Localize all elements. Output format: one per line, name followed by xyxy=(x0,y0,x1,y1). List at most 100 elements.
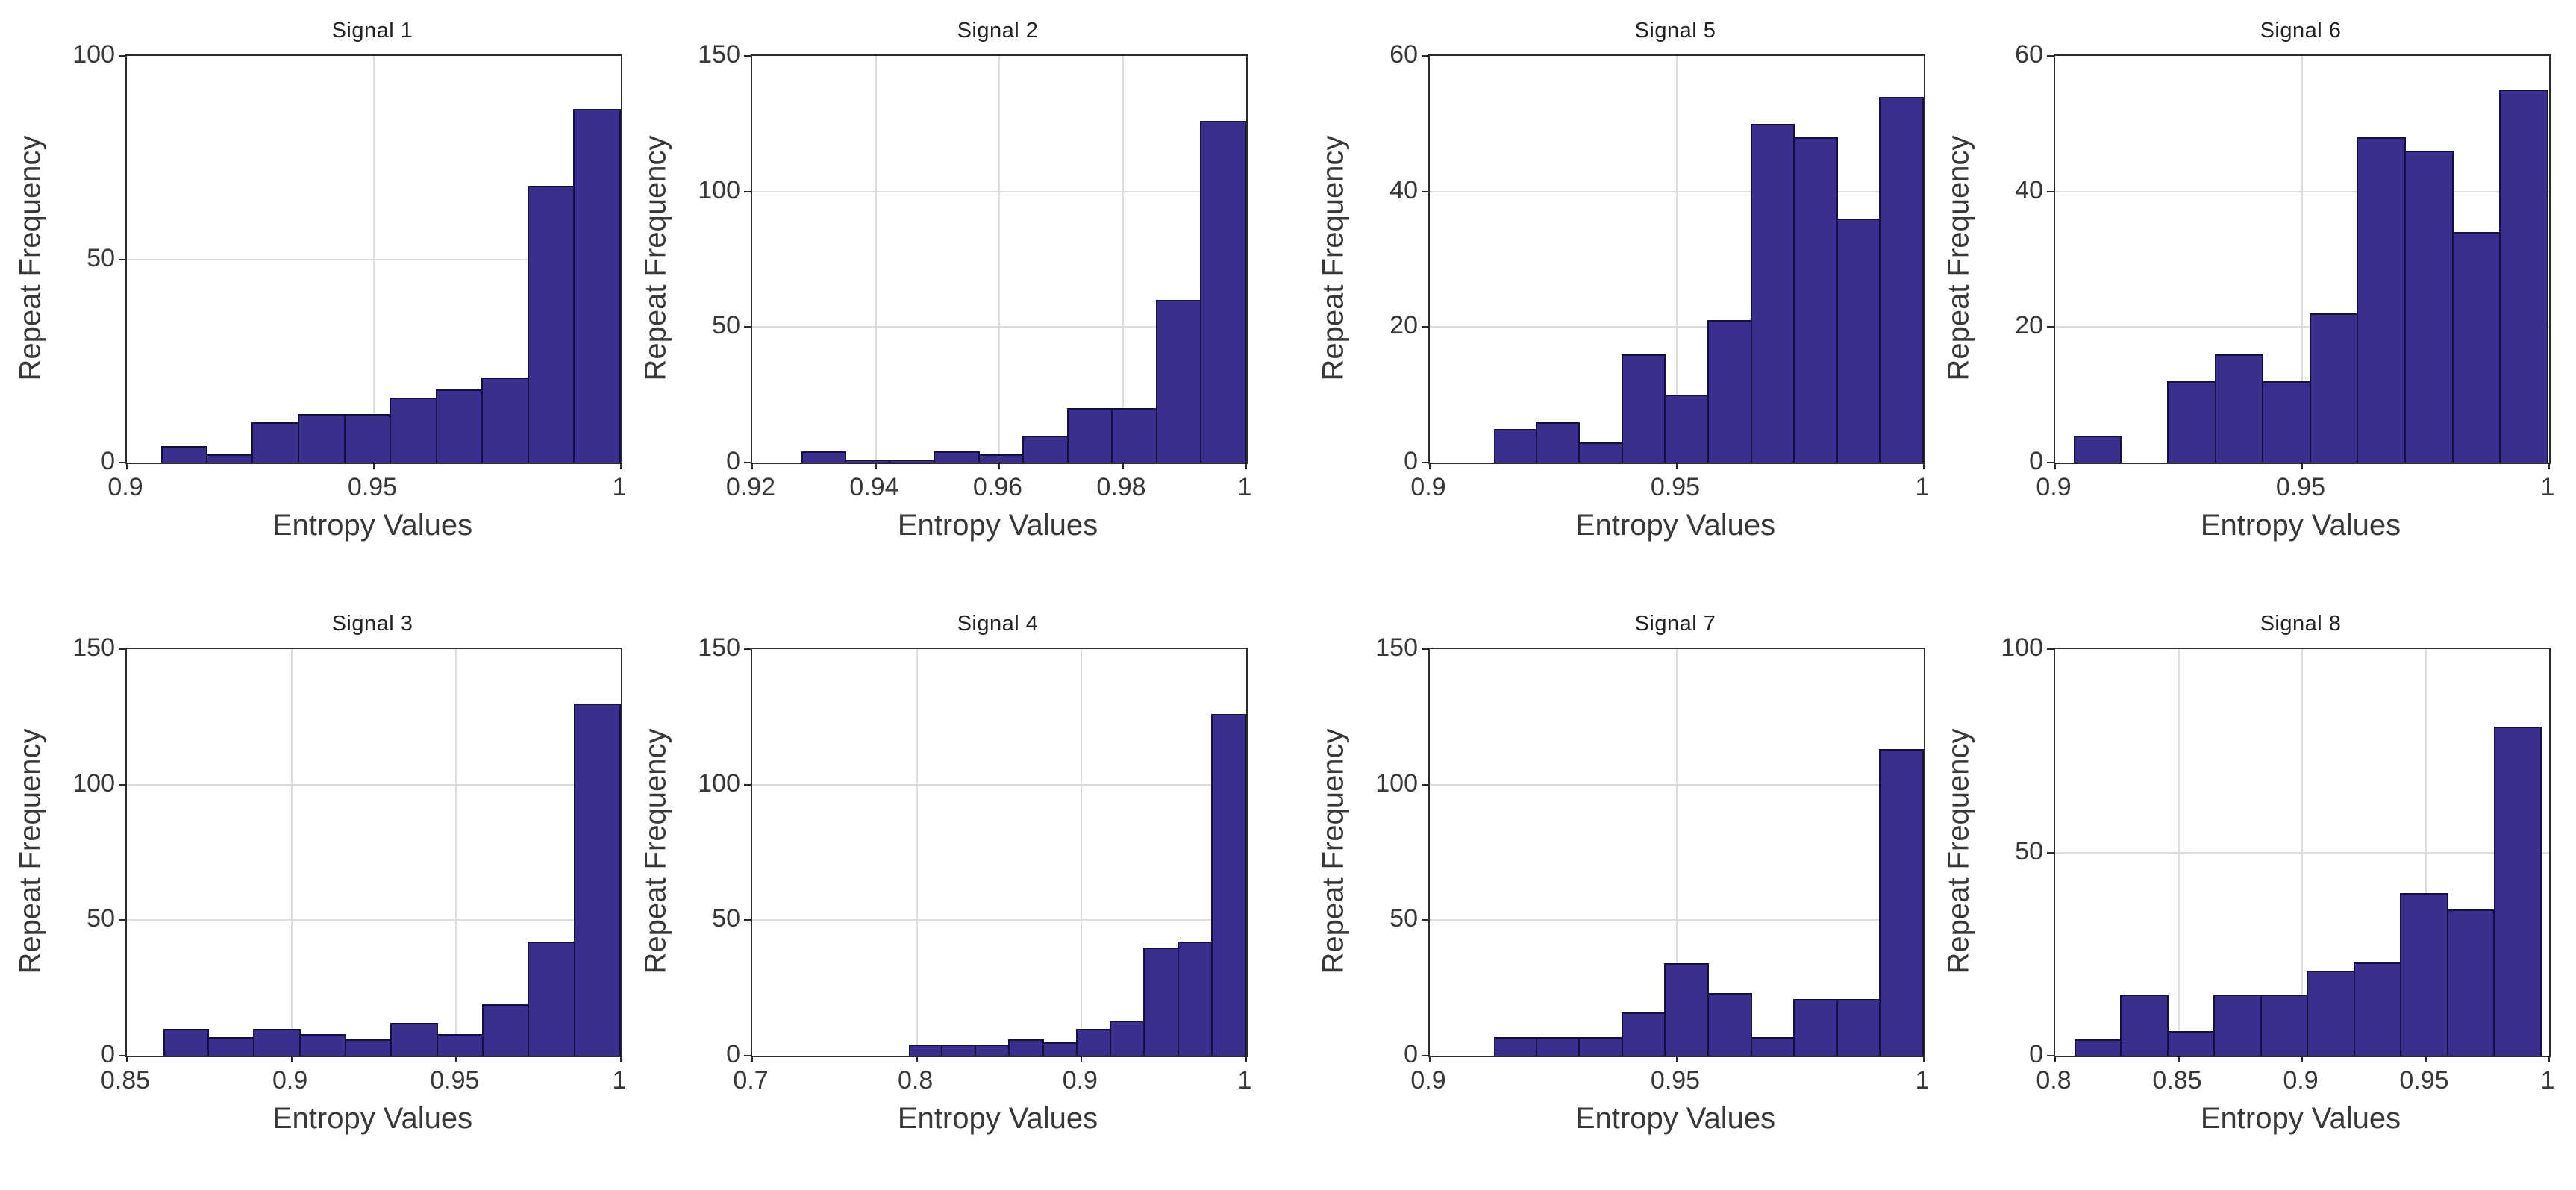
histogram-bar xyxy=(1210,714,1246,1056)
y-tick-label: 50 xyxy=(1389,904,1418,933)
histogram-bar xyxy=(1042,1042,1078,1056)
gridline-horizontal xyxy=(2055,851,2549,854)
histogram-bar xyxy=(1879,749,1924,1056)
subplot-signal-8: Signal 8 Repeat Frequency 0.8 0.85 0.9 0.95 1 0… xyxy=(1936,604,2561,1179)
histogram-bar xyxy=(2309,313,2359,463)
histogram-bar xyxy=(298,413,346,463)
x-tick-label: 1 xyxy=(612,1066,627,1095)
x-tick-label: 0.95 xyxy=(2275,473,2326,501)
histogram-bar xyxy=(844,460,891,463)
y-tick-label: 60 xyxy=(2015,40,2043,69)
x-tick-label: 0.85 xyxy=(2152,1066,2202,1095)
subplot-row-1: Signal 1 Repeat Frequency 0.9 0.95 1 0 50 100 En… xyxy=(7,11,2576,586)
histogram-bar xyxy=(2262,381,2311,463)
x-tick-mark xyxy=(1081,1056,1083,1062)
y-axis-label: Repeat Frequency xyxy=(1942,54,1976,461)
x-tick-mark xyxy=(620,463,622,469)
x-tick-mark xyxy=(1429,1056,1431,1062)
histogram-bar xyxy=(2214,354,2264,463)
x-tick-label: 1 xyxy=(1237,1066,1252,1095)
histogram-bar xyxy=(436,1033,484,1056)
plot-area xyxy=(1422,54,1925,469)
y-tick-label: 100 xyxy=(72,768,115,798)
x-tick-label: 0.95 xyxy=(1650,1066,1701,1095)
x-tick-mark xyxy=(1676,1056,1678,1062)
y-tick-mark xyxy=(2047,326,2054,328)
x-tick-label: 0.8 xyxy=(2036,1066,2072,1095)
y-tick-label: 150 xyxy=(698,633,740,662)
y-tick-label: 150 xyxy=(72,633,115,662)
histogram-bar xyxy=(528,942,575,1056)
histogram-bar xyxy=(573,703,621,1056)
histogram-bar xyxy=(940,1045,977,1056)
y-tick-mark xyxy=(744,462,751,463)
x-tick-label: 0.85 xyxy=(100,1066,151,1095)
histogram-bar xyxy=(1008,1039,1044,1056)
histogram-bar xyxy=(1793,998,1838,1056)
y-tick-mark xyxy=(1422,55,1428,57)
histogram-bar xyxy=(801,451,846,463)
subplot-row-2: Signal 3 Repeat Frequency 0.85 0.9 0.95 1 0 50 1… xyxy=(7,604,2576,1179)
y-tick-label: 40 xyxy=(2015,175,2043,204)
histogram-bar xyxy=(1111,408,1157,463)
x-tick-mark xyxy=(1429,463,1431,469)
subplot-signal-7: Signal 7 Repeat Frequency 0.9 0.95 1 0 50 100 15… xyxy=(1310,604,1936,1179)
y-tick-mark xyxy=(744,648,751,650)
histogram-bar xyxy=(1494,1036,1537,1056)
histogram-bar xyxy=(2075,1039,2122,1056)
y-axis-label-text: Repeat Frequency xyxy=(1316,134,1350,381)
gridline-horizontal xyxy=(1430,190,1924,192)
x-tick-mark xyxy=(1923,463,1925,469)
histogram-bar xyxy=(2120,995,2169,1056)
histogram-bar xyxy=(1707,993,1752,1056)
y-axis-label: Repeat Frequency xyxy=(1316,648,1351,1054)
x-tick-mark xyxy=(751,463,753,469)
subplot-signal-4: Signal 4 Repeat Frequency 0.7 0.8 0.9 1 0 50 100… xyxy=(633,604,1258,1179)
x-tick-label: 0.96 xyxy=(972,473,1023,501)
y-tick-mark xyxy=(744,1055,751,1056)
y-tick-mark xyxy=(1422,326,1428,328)
gridline-horizontal xyxy=(752,783,1246,786)
histogram-bar xyxy=(1664,395,1710,463)
histogram-bar xyxy=(1707,320,1752,463)
histogram-bar xyxy=(2307,970,2355,1056)
x-axis-label: Entropy Values xyxy=(897,509,1098,542)
histogram-bar xyxy=(1578,442,1623,463)
histogram-bar xyxy=(1535,1036,1581,1056)
x-tick-label: 0.95 xyxy=(430,1066,480,1095)
subplot-title: Signal 4 xyxy=(957,612,1039,636)
x-tick-label: 1 xyxy=(1915,473,1930,501)
x-tick-label: 0.7 xyxy=(733,1066,769,1095)
y-tick-label: 100 xyxy=(1375,768,1418,798)
x-tick-label: 1 xyxy=(1915,1066,1930,1095)
y-tick-mark xyxy=(119,648,125,650)
histogram-bar xyxy=(1110,1020,1145,1056)
histogram-bar xyxy=(1621,1012,1666,1056)
histogram-bar xyxy=(2499,90,2548,463)
histogram-bar xyxy=(2074,435,2122,463)
subplot-title: Signal 3 xyxy=(331,612,413,636)
histogram-bar xyxy=(163,1028,209,1056)
subplot-title: Signal 1 xyxy=(331,19,413,43)
y-tick-label: 0 xyxy=(2029,447,2043,475)
y-tick-mark xyxy=(1422,919,1428,921)
x-tick-mark xyxy=(1245,463,1247,469)
y-tick-mark xyxy=(744,326,751,328)
y-axis-label-text: Repeat Frequency xyxy=(639,134,672,381)
x-tick-label: 1 xyxy=(612,473,627,501)
gridline-vertical xyxy=(998,56,1000,463)
gridline-vertical xyxy=(455,649,457,1056)
x-tick-label: 0.9 xyxy=(1410,1066,1446,1095)
gridline-horizontal xyxy=(752,919,1246,921)
x-tick-mark xyxy=(290,1056,293,1062)
x-tick-label: 1 xyxy=(1237,473,1252,501)
x-tick-mark xyxy=(126,1056,128,1062)
histogram-bar xyxy=(2400,893,2448,1056)
y-axis-label-text: Repeat Frequency xyxy=(639,727,672,974)
x-tick-label: 0.9 xyxy=(2283,1066,2319,1095)
histogram-bar xyxy=(344,1039,393,1056)
plot-area xyxy=(1422,648,1925,1062)
x-tick-mark xyxy=(916,1056,918,1062)
histogram-bar xyxy=(908,1045,942,1056)
histogram-bar xyxy=(1143,947,1179,1056)
